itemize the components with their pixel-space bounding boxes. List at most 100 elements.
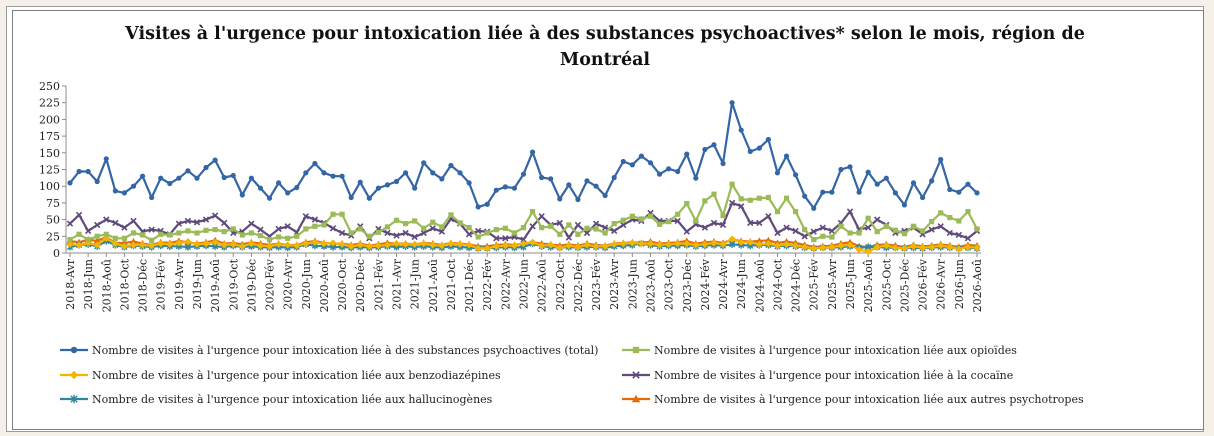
data-point <box>646 240 655 248</box>
data-point <box>366 195 372 201</box>
data-point <box>112 219 119 227</box>
x-tick-label: 2024-Avr <box>717 258 730 309</box>
data-point <box>601 242 609 250</box>
data-point <box>492 242 500 250</box>
data-point <box>285 190 291 196</box>
data-point <box>511 185 518 191</box>
data-point <box>629 213 635 219</box>
data-point <box>456 240 464 248</box>
data-point <box>493 235 500 242</box>
data-point <box>176 230 182 236</box>
data-point <box>211 238 219 246</box>
data-point <box>248 175 254 181</box>
data-point <box>710 219 718 227</box>
data-point <box>121 190 128 196</box>
data-point <box>420 240 428 248</box>
data-point <box>620 217 626 223</box>
data-point <box>221 229 227 235</box>
data-point <box>756 219 763 227</box>
data-point <box>710 239 718 247</box>
data-point <box>638 153 645 159</box>
data-point <box>184 217 192 225</box>
data-point <box>820 189 826 195</box>
data-point <box>520 236 527 243</box>
x-tick-label: 2020-Avr <box>282 258 295 309</box>
data-point <box>846 241 854 249</box>
data-point <box>121 224 128 231</box>
data-point <box>76 168 82 175</box>
data-point <box>593 183 599 189</box>
data-point <box>193 219 201 226</box>
data-point <box>501 242 509 250</box>
data-point <box>838 223 844 229</box>
data-point <box>256 242 265 250</box>
data-point <box>548 223 554 229</box>
data-point <box>103 216 110 223</box>
y-tick-label: 175 <box>39 130 60 143</box>
data-point <box>701 224 709 231</box>
data-point <box>792 227 799 235</box>
data-point <box>719 240 727 248</box>
data-point <box>611 174 617 181</box>
data-point <box>655 241 664 249</box>
data-point <box>765 136 771 143</box>
data-point <box>910 180 917 186</box>
data-point <box>529 149 536 155</box>
data-point <box>557 196 563 202</box>
legend-label: Nombre de visites à l'urgence pour intox… <box>92 393 493 406</box>
data-point <box>711 142 717 148</box>
data-point <box>294 233 300 239</box>
x-tick-label: 2022-Déc <box>572 259 585 312</box>
data-point <box>747 197 753 203</box>
x-tick-label: 2023-Jun <box>626 259 639 309</box>
data-point <box>411 233 418 241</box>
data-point <box>829 189 835 195</box>
data-point <box>918 244 927 252</box>
data-point <box>955 245 963 253</box>
data-point <box>220 241 228 249</box>
data-point <box>638 216 645 222</box>
series-line <box>69 201 978 241</box>
data-point <box>357 226 363 232</box>
data-point <box>438 228 446 235</box>
data-point <box>312 160 318 167</box>
data-point <box>384 182 391 188</box>
data-point <box>801 233 808 240</box>
x-tick-label: 2025-Fév <box>808 258 821 310</box>
data-point <box>548 176 554 182</box>
data-point <box>656 171 663 177</box>
legend-swatch-marker <box>70 346 78 354</box>
data-point <box>909 242 918 250</box>
x-tick-label: 2022-Avr <box>499 258 512 309</box>
data-point <box>628 239 636 247</box>
data-point <box>601 224 609 231</box>
data-point <box>202 240 210 248</box>
data-point <box>793 172 799 178</box>
chart-title: Visites à l'urgence pour intoxication li… <box>125 24 1085 70</box>
data-point <box>392 240 401 248</box>
data-point <box>946 243 954 251</box>
data-point <box>938 156 944 163</box>
data-point <box>574 243 582 251</box>
data-point <box>702 198 708 204</box>
data-point <box>329 225 337 232</box>
data-point <box>856 230 862 236</box>
data-point <box>593 226 599 232</box>
data-point <box>592 242 600 250</box>
data-point <box>847 164 853 170</box>
y-tick-label: 200 <box>39 113 60 126</box>
data-point <box>430 219 436 225</box>
data-point <box>120 242 129 250</box>
data-point <box>611 221 617 227</box>
data-point <box>539 225 545 231</box>
data-point <box>720 160 726 167</box>
data-point <box>547 241 555 249</box>
data-point <box>203 164 209 171</box>
data-point <box>93 237 101 244</box>
data-point <box>675 211 681 217</box>
data-point <box>321 170 327 176</box>
data-point <box>683 228 690 235</box>
x-tick-label: 2018-Aoû <box>100 259 113 312</box>
data-point <box>539 174 545 181</box>
